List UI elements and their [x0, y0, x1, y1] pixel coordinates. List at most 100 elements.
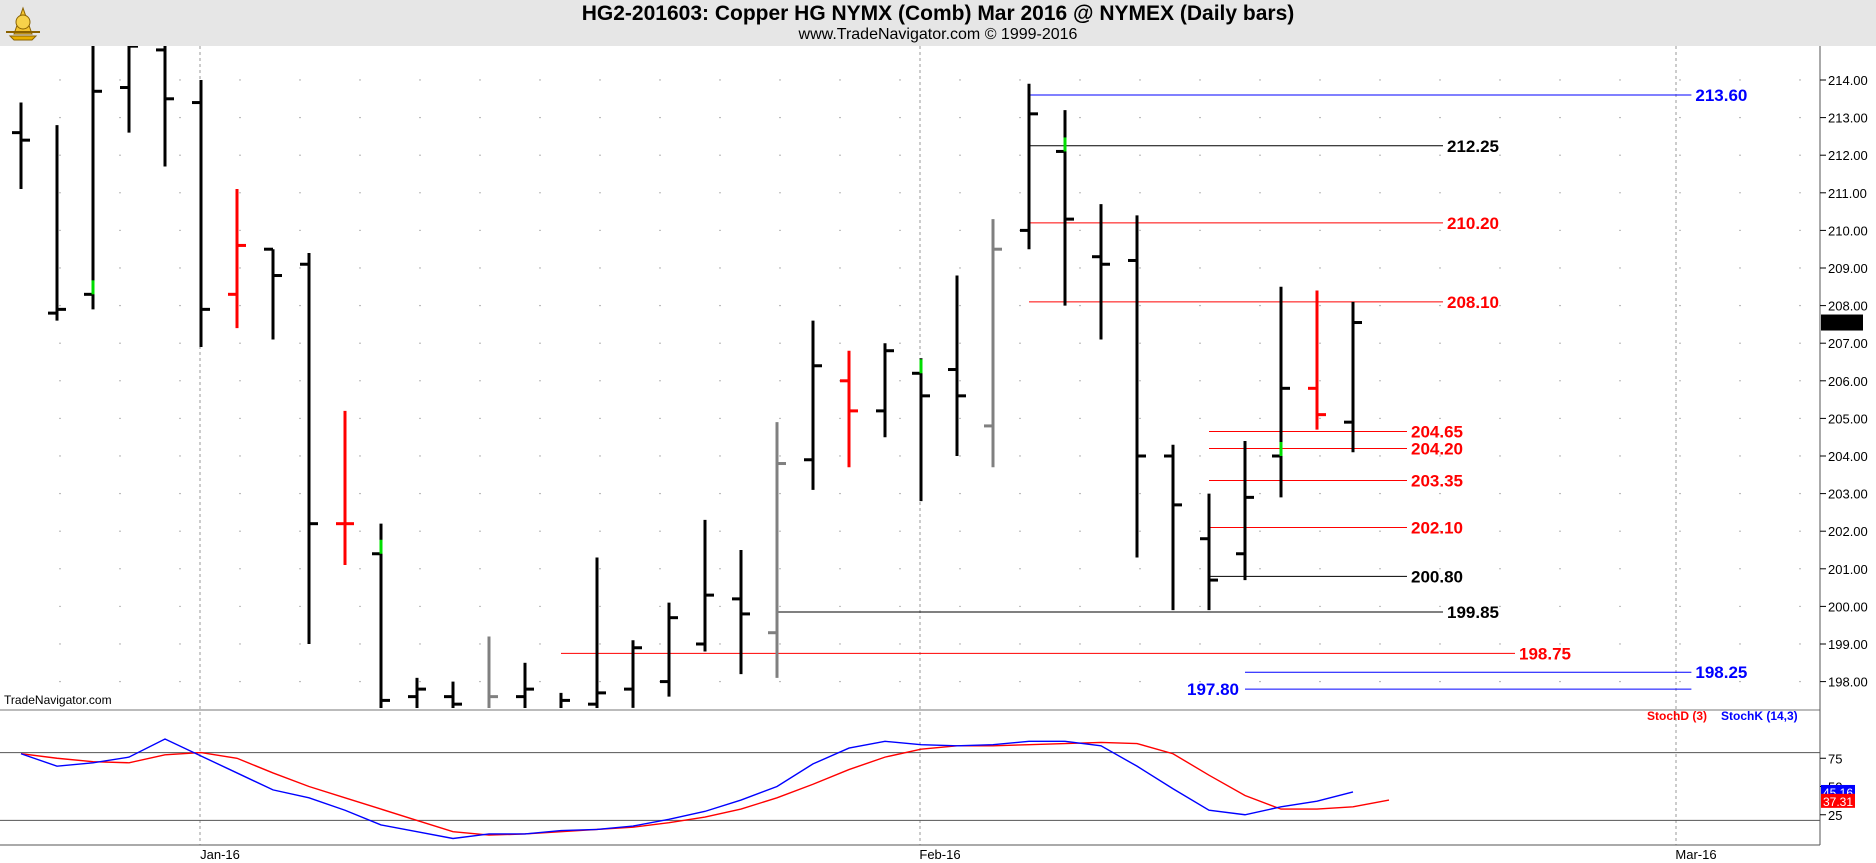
grid-dot — [299, 492, 301, 495]
grid-dot — [1199, 680, 1201, 683]
grid-dot — [1079, 229, 1081, 232]
grid-dot — [1499, 417, 1501, 420]
grid-dot — [1199, 116, 1201, 119]
grid-dot — [1379, 79, 1381, 81]
grid-dot — [899, 154, 901, 156]
grid-dot — [899, 342, 901, 344]
grid-dot — [719, 417, 721, 420]
grid-dot — [1799, 605, 1801, 608]
grid-dot — [119, 116, 121, 119]
grid-dot — [1199, 643, 1201, 645]
chart-header — [0, 0, 1876, 46]
grid-dot — [1019, 643, 1021, 645]
ohlc-bar — [660, 602, 678, 697]
grid-dot — [1019, 605, 1021, 608]
grid-dot — [899, 79, 901, 81]
grid-dot — [659, 342, 661, 344]
grid-dot — [359, 116, 361, 119]
grid-dot — [119, 530, 121, 532]
grid-dot — [1799, 342, 1801, 344]
grid-dot — [1559, 342, 1561, 344]
grid-dot — [1559, 455, 1561, 457]
grid-dot — [179, 455, 181, 457]
trade-navigator-logo-icon — [6, 6, 40, 41]
grid-dot — [899, 530, 901, 532]
grid-dot — [1259, 229, 1261, 232]
grid-dot — [1319, 229, 1321, 232]
grid-dot — [119, 492, 121, 495]
ohlc-bar — [696, 519, 714, 652]
grid-dot — [1439, 267, 1441, 269]
grid-dot — [479, 492, 481, 495]
grid-dot — [299, 116, 301, 119]
grid-dot — [959, 605, 961, 608]
grid-dot — [1619, 229, 1621, 232]
grid-dot — [719, 605, 721, 608]
grid-dot — [299, 304, 301, 307]
grid-dot — [1679, 530, 1681, 532]
grid-dot — [59, 304, 61, 307]
grid-dot — [359, 304, 361, 307]
grid-dot — [1139, 530, 1141, 532]
grid-dot — [779, 455, 781, 457]
grid-dot — [839, 492, 841, 495]
grid-dot — [1439, 568, 1441, 570]
grid-dot — [119, 568, 121, 570]
grid-dot — [299, 605, 301, 608]
grid-dot — [899, 492, 901, 495]
grid-dot — [1679, 417, 1681, 420]
grid-dot — [419, 568, 421, 570]
grid-dot — [719, 568, 721, 570]
ohlc-bar — [1128, 215, 1146, 558]
last-price-box — [1821, 314, 1863, 331]
grid-dot — [419, 605, 421, 608]
grid-dot — [359, 455, 361, 457]
grid-dot — [359, 417, 361, 420]
grid-dot — [1799, 79, 1801, 81]
grid-dot — [1499, 79, 1501, 81]
grid-dot — [1679, 79, 1681, 81]
grid-dot — [719, 342, 721, 344]
grid-dot — [359, 530, 361, 532]
grid-dot — [359, 680, 361, 683]
grid-dot — [1139, 192, 1141, 194]
level-label: 213.60 — [1695, 86, 1747, 105]
grid-dot — [239, 342, 241, 344]
y-tick-label: 202.00 — [1828, 524, 1868, 539]
grid-dot — [1799, 116, 1801, 119]
grid-dot — [1499, 342, 1501, 344]
grid-dot — [539, 116, 541, 119]
grid-dot — [1619, 192, 1621, 194]
grid-dot — [1679, 492, 1681, 495]
grid-dot — [359, 229, 361, 232]
grid-dot — [1499, 267, 1501, 269]
grid-dot — [359, 154, 361, 156]
grid-dot — [659, 116, 661, 119]
ohlc-bar — [1092, 204, 1110, 340]
grid-dot — [659, 643, 661, 645]
grid-dot — [1319, 79, 1321, 81]
grid-dot — [359, 342, 361, 344]
grid-dot — [1439, 605, 1441, 608]
ohlc-bar — [228, 189, 246, 329]
grid-dot — [659, 417, 661, 420]
grid-dot — [839, 116, 841, 119]
grid-dot — [1559, 680, 1561, 683]
ohlc-bar — [1164, 444, 1182, 611]
grid-dot — [1739, 568, 1741, 570]
grid-dot — [1739, 417, 1741, 420]
grid-dot — [1019, 530, 1021, 532]
grid-dot — [359, 267, 361, 269]
y-tick-label: 208.00 — [1828, 299, 1868, 314]
grid-dot — [419, 342, 421, 344]
grid-dot — [239, 492, 241, 495]
grid-dot — [1379, 417, 1381, 420]
grid-dot — [1259, 568, 1261, 570]
grid-dot — [719, 229, 721, 232]
grid-dot — [239, 680, 241, 683]
grid-dot — [959, 492, 961, 495]
grid-dot — [1259, 605, 1261, 608]
grid-dot — [1019, 492, 1021, 495]
grid-dot — [239, 643, 241, 645]
grid-dot — [1679, 304, 1681, 307]
